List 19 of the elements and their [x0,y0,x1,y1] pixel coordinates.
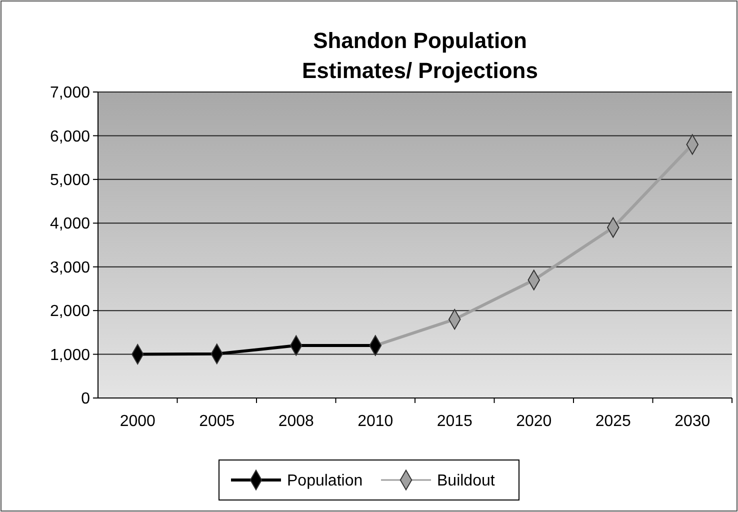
y-tick-label: 0 [81,390,90,408]
x-tick-label: 2030 [674,413,710,430]
x-tick-label: 2005 [199,413,235,430]
x-tick-label: 2000 [120,413,156,430]
x-tick-label: 2020 [516,413,552,430]
x-tick-label: 2008 [278,413,314,430]
y-tick-label: 5,000 [50,172,90,190]
x-tick-label: 2015 [436,413,473,430]
y-tick-label: 2,000 [50,303,90,320]
x-tick-label: 2025 [595,413,632,430]
chart-title: Shandon Population Estimates/ Projections [302,28,538,83]
legend-label: Population [287,472,363,490]
y-tick-label: 3,000 [50,259,90,276]
y-tick-label: 7,000 [50,84,90,102]
y-tick-label: 1,000 [50,346,90,364]
y-tick-label: 4,000 [50,216,90,233]
x-tick-label: 2010 [358,413,394,430]
legend-label: Buildout [437,472,496,490]
y-tick-label: 6,000 [50,128,90,146]
